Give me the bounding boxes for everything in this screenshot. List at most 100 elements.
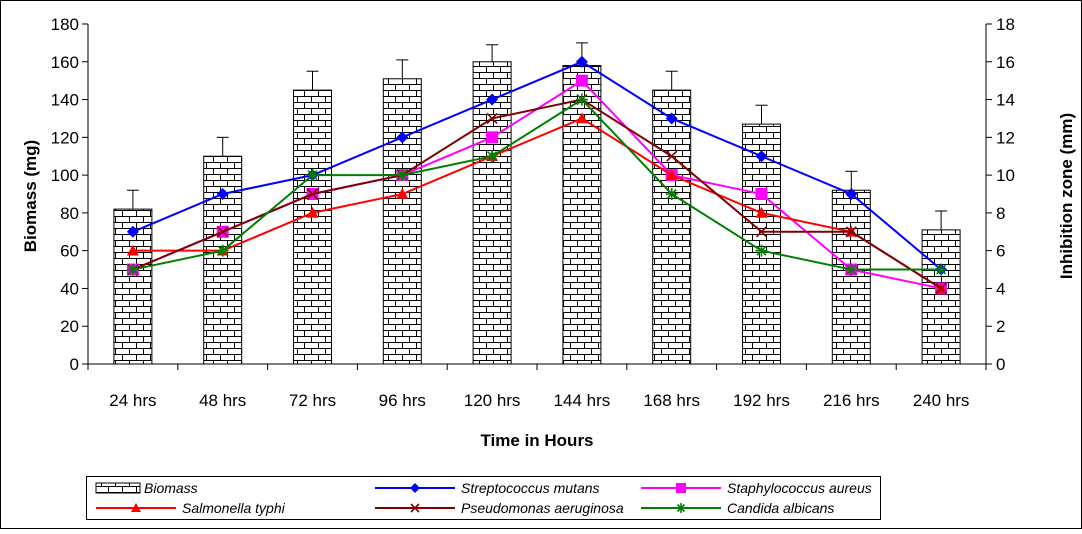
x-tick-label: 240 hrs: [913, 391, 970, 410]
legend-item: Pseudomonas aeruginosa: [375, 500, 624, 516]
marker-stroke: [676, 503, 686, 513]
marker-stroke: [397, 170, 408, 181]
data-point-candida-albicans: [486, 150, 499, 163]
right-y-tick-label: 12: [996, 128, 1015, 147]
data-point-streptococcus-mutans: [396, 131, 409, 144]
data-point-pseudomonas-aeruginosa: [306, 188, 319, 200]
data-point-candida-albicans: [935, 263, 948, 276]
biomass-bar: [921, 229, 961, 365]
legend-item: Salmonella typhi: [96, 500, 286, 516]
right-y-tick-label: 4: [996, 279, 1005, 298]
axes-layer: 0 20 40 60 80 100 120 140 160 180 0 2 4 6 8 10 12 14 16 18 2…: [51, 15, 1015, 410]
data-point-candida-albicans: [396, 169, 409, 182]
legend-label: Streptococcus mutans: [461, 480, 600, 496]
data-point-streptococcus-mutans: [575, 55, 588, 68]
x-tick-label: 168 hrs: [643, 391, 700, 410]
x-tick-label: 144 hrs: [554, 391, 611, 410]
data-point-pseudomonas-aeruginosa: [217, 226, 229, 238]
data-point-pseudomonas-aeruginosa: [845, 226, 857, 238]
right-y-tick-label: 10: [996, 166, 1015, 185]
legend: Biomass Streptococcus mutans Staphylococcu…: [86, 476, 881, 520]
marker-stroke: [936, 264, 947, 275]
legend-marker-streptococcus-mutans: [410, 483, 420, 493]
legend-swatch-biomass: [95, 482, 141, 494]
marker-stroke: [845, 226, 857, 238]
data-point-staphylococcus-aureus: [575, 74, 588, 87]
data-point-salmonella-typhi: [575, 112, 588, 124]
x-tick-label: 72 hrs: [289, 391, 336, 410]
biomass-bar: [652, 89, 692, 365]
data-point-salmonella-typhi: [306, 206, 319, 218]
right-axis-title: Inhibition zone (mm): [1057, 113, 1076, 279]
data-point-staphylococcus-aureus: [755, 188, 768, 200]
marker-stroke: [756, 245, 767, 256]
data-point-candida-albicans: [216, 244, 229, 257]
x-axis-title: Time in Hours: [480, 431, 593, 450]
x-tick-label: 216 hrs: [823, 391, 880, 410]
left-y-tick-label: 100: [51, 166, 79, 185]
left-y-tick-label: 20: [60, 317, 79, 336]
data-point-streptococcus-mutans: [486, 93, 499, 106]
marker-stroke: [306, 188, 319, 200]
marker-stroke: [486, 112, 498, 125]
marker-stroke: [755, 226, 768, 238]
data-point-streptococcus-mutans: [845, 188, 858, 200]
data-point-pseudomonas-aeruginosa: [935, 282, 947, 295]
legend-marker-pseudomonas-aeruginosa: [410, 503, 420, 513]
marker-stroke: [846, 264, 857, 275]
biomass-bar: [293, 89, 332, 365]
marker-stroke: [217, 245, 228, 256]
x-tick-label: 192 hrs: [733, 391, 790, 410]
data-point-streptococcus-mutans: [126, 225, 139, 238]
marker-stroke: [410, 503, 420, 513]
data-point-candida-albicans: [306, 169, 319, 182]
left-y-tick-label: 120: [51, 128, 79, 147]
right-y-tick-label: 2: [996, 317, 1005, 336]
legend-label: Staphylococcus aureus: [727, 480, 872, 496]
legend-label: Pseudomonas aeruginosa: [461, 500, 624, 516]
series-line-candida-albicans: [132, 98, 942, 271]
data-point-salmonella-typhi: [665, 169, 678, 180]
left-y-tick-label: 140: [51, 91, 79, 110]
legend-item: Streptococcus mutans: [375, 480, 600, 496]
x-tick-label: 120 hrs: [464, 391, 521, 410]
data-point-salmonella-typhi: [755, 206, 768, 218]
legend-marker-salmonella-typhi: [131, 503, 141, 512]
legend-label: Biomass: [144, 480, 198, 496]
marker-stroke: [487, 151, 498, 162]
data-point-candida-albicans: [665, 188, 678, 200]
legend-box: [86, 476, 881, 520]
data-point-candida-albicans: [845, 263, 858, 276]
bars-layer: [113, 42, 961, 365]
biomass-bar: [382, 78, 422, 365]
legend-marker-candida-albicans: [676, 503, 686, 513]
legend-label: Candida albicans: [727, 500, 834, 516]
series-line-salmonella-typhi: [132, 117, 942, 290]
marker-stroke: [666, 188, 677, 200]
legend-label: Salmonella typhi: [182, 500, 286, 516]
marker-stroke: [217, 226, 229, 238]
data-point-salmonella-typhi: [396, 188, 409, 199]
marker-stroke: [127, 264, 138, 275]
data-point-candida-albicans: [126, 263, 139, 276]
data-point-streptococcus-mutans: [665, 112, 678, 125]
legend-item: Staphylococcus aureus: [641, 480, 872, 496]
biomass-bar: [472, 61, 512, 365]
right-y-tick-label: 0: [996, 355, 1005, 374]
data-point-pseudomonas-aeruginosa: [666, 150, 678, 162]
legend-item: Candida albicans: [641, 500, 834, 516]
x-tick-label: 24 hrs: [109, 391, 156, 410]
right-y-tick-label: 6: [996, 242, 1005, 261]
left-y-tick-label: 0: [70, 355, 79, 374]
data-point-staphylococcus-aureus: [486, 131, 499, 144]
marker-stroke: [935, 282, 947, 295]
series-line-streptococcus-mutans: [132, 60, 942, 271]
left-y-tick-label: 40: [60, 279, 79, 298]
data-point-candida-albicans: [575, 93, 588, 106]
data-point-streptococcus-mutans: [216, 188, 229, 200]
data-point-pseudomonas-aeruginosa: [755, 226, 768, 238]
right-y-tick-label: 14: [996, 91, 1015, 110]
data-point-pseudomonas-aeruginosa: [486, 112, 498, 125]
data-point-salmonella-typhi: [126, 244, 139, 256]
left-y-tick-label: 80: [60, 204, 79, 223]
